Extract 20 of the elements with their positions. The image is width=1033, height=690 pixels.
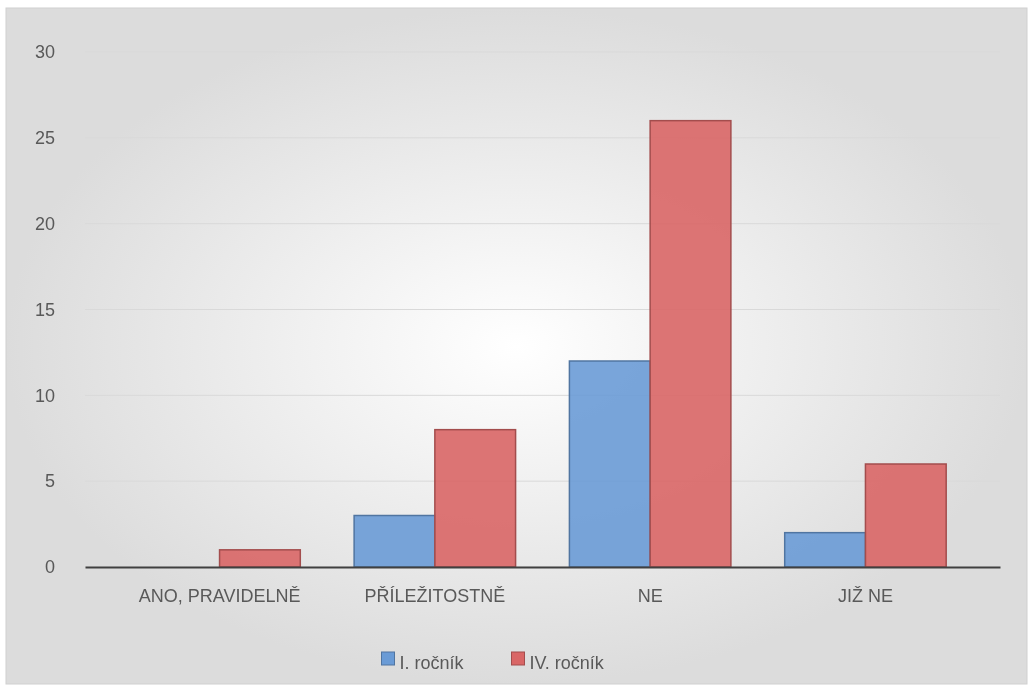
bar <box>353 514 436 568</box>
y-tick-label: 0 <box>44 557 55 578</box>
legend-label: IV. ročník <box>529 652 605 673</box>
bar <box>434 428 517 568</box>
bar <box>864 463 947 568</box>
x-tick-label: ANO, PRAVIDELNĚ <box>138 585 301 606</box>
y-tick-label: 15 <box>34 299 55 320</box>
y-tick-label: 25 <box>34 128 55 149</box>
y-tick-label: 10 <box>34 385 55 406</box>
x-tick-label: JIŽ NE <box>837 585 893 606</box>
legend-label: I. ročník <box>399 652 465 673</box>
bar <box>218 549 302 568</box>
x-tick-label: NE <box>637 585 663 606</box>
bar <box>568 360 651 568</box>
x-tick-label: PŘÍLEŽITOSTNĚ <box>364 585 506 606</box>
y-tick-label: 20 <box>34 213 55 234</box>
y-tick-label: 5 <box>44 471 55 492</box>
bar <box>649 119 732 568</box>
y-tick-label: 30 <box>34 42 55 63</box>
bar <box>783 531 867 568</box>
